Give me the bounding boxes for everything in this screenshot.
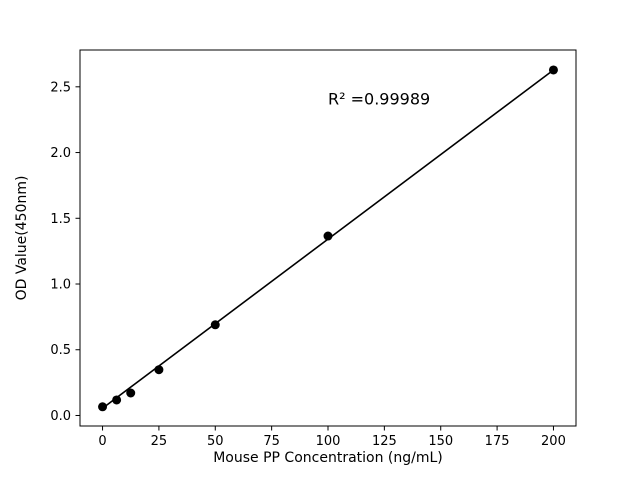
data-point (112, 395, 122, 405)
x-tick-label: 75 (263, 434, 280, 449)
x-tick-label: 50 (207, 434, 224, 449)
data-point (548, 65, 558, 75)
x-tick-label: 100 (316, 434, 341, 449)
y-tick-label: 0.5 (50, 343, 71, 358)
data-point (154, 365, 164, 375)
data-point (98, 402, 108, 412)
y-tick-label: 1.5 (50, 212, 71, 227)
y-tick-label: 0.0 (50, 409, 71, 424)
y-axis-label: OD Value(450nm) (14, 176, 30, 301)
x-axis-label: Mouse PP Concentration (ng/mL) (213, 450, 443, 466)
x-tick-label: 150 (428, 434, 453, 449)
data-point (126, 388, 136, 398)
y-tick-label: 1.0 (50, 278, 71, 293)
data-point (210, 320, 220, 330)
r-squared-annotation: R² =0.99989 (328, 90, 430, 109)
x-tick-label: 125 (372, 434, 397, 449)
x-tick-label: 175 (485, 434, 510, 449)
x-tick-label: 0 (98, 434, 106, 449)
x-tick-label: 200 (541, 434, 566, 449)
x-tick-label: 25 (151, 434, 168, 449)
data-point (323, 231, 333, 241)
y-tick-label: 2.5 (50, 80, 71, 95)
y-tick-label: 2.0 (50, 146, 71, 161)
